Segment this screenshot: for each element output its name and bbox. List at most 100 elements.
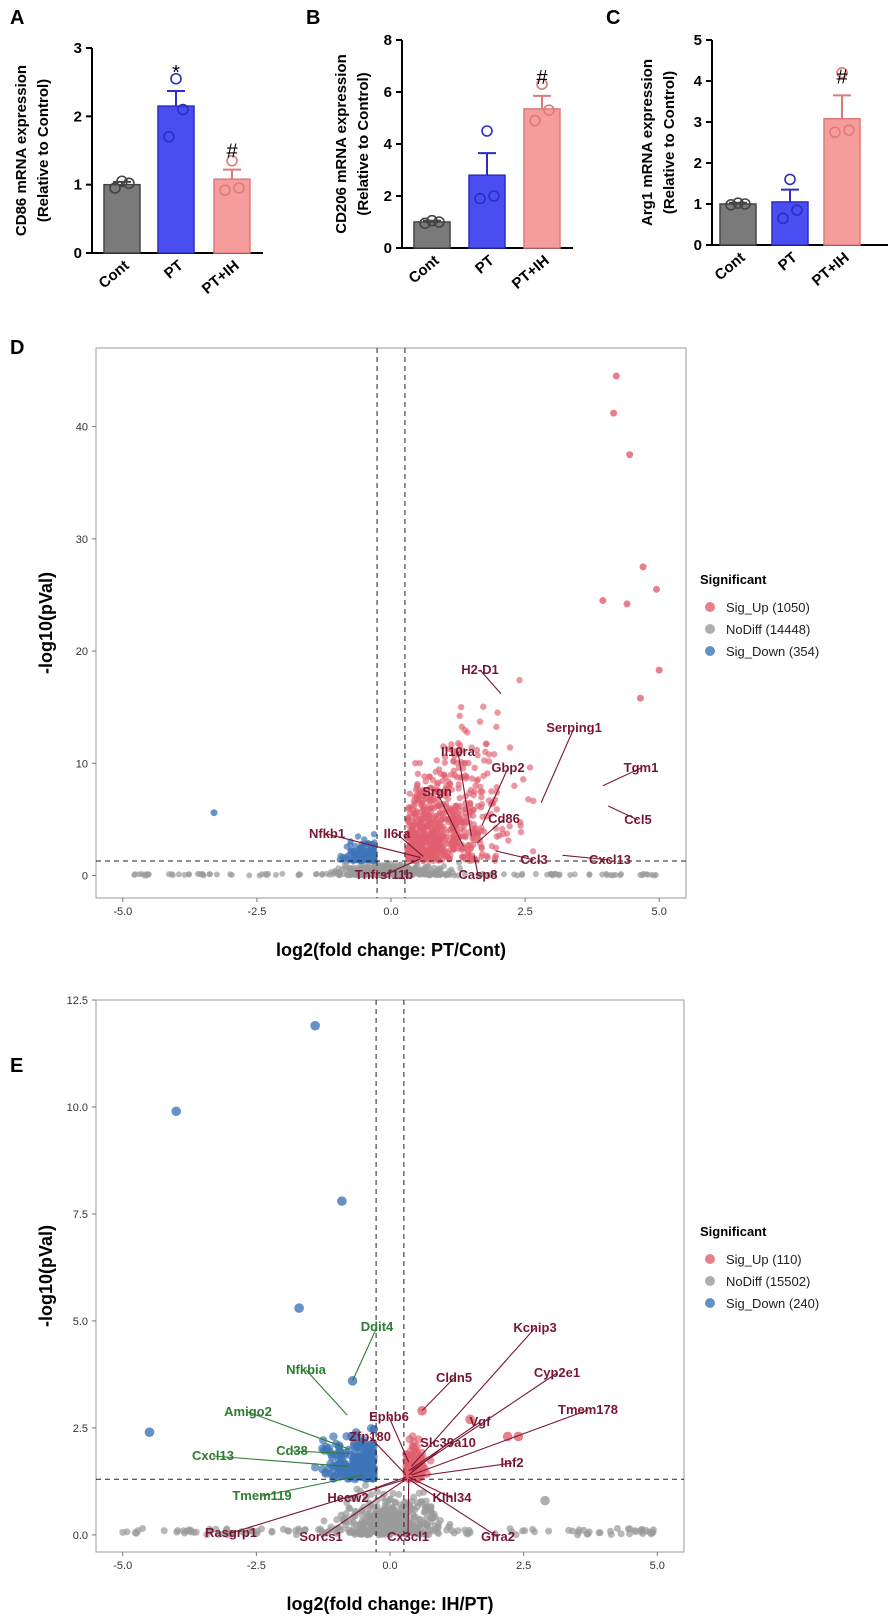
sig-up-point xyxy=(482,748,489,756)
sig-up-point xyxy=(420,830,427,837)
data-point xyxy=(536,78,548,90)
nodiff-point xyxy=(409,1511,417,1519)
nodiff-point xyxy=(265,870,272,877)
data-point xyxy=(791,204,803,216)
sig-up-point xyxy=(443,840,450,847)
nodiff-point xyxy=(361,1482,369,1490)
sig-up-point xyxy=(443,829,450,837)
nodiff-point xyxy=(391,871,398,878)
legend-swatch xyxy=(705,624,715,634)
sig-up-point xyxy=(410,797,418,805)
nodiff-point xyxy=(446,1520,454,1528)
leader-line xyxy=(320,1478,407,1538)
sig-up-point xyxy=(471,764,478,772)
sig-up-point xyxy=(506,744,514,751)
nodiff-point xyxy=(213,871,220,878)
nodiff-point xyxy=(606,1527,614,1535)
nodiff-point xyxy=(643,871,650,878)
sig-up-point xyxy=(416,759,423,767)
sig-up-point xyxy=(472,782,479,789)
sig-up-point xyxy=(455,740,462,747)
sig-up-point xyxy=(404,1462,413,1471)
bar-pt-ih xyxy=(523,108,561,249)
nodiff-point xyxy=(313,870,320,877)
data-point xyxy=(543,104,555,116)
gene-label: Ccl5 xyxy=(624,812,651,827)
highlight-point xyxy=(540,1495,550,1506)
sig-up-point xyxy=(490,751,498,758)
nodiff-point xyxy=(392,1529,400,1537)
nodiff-point xyxy=(378,1525,386,1533)
x-category-label: Cont xyxy=(95,257,132,292)
data-point xyxy=(529,114,541,127)
nodiff-point xyxy=(571,871,578,878)
y-tick-label: 12.5 xyxy=(67,995,88,1007)
plot-frame xyxy=(95,999,685,1553)
nodiff-point xyxy=(391,1508,399,1516)
bar-cont xyxy=(719,203,757,246)
leader-line xyxy=(411,1409,589,1476)
data-point xyxy=(116,175,128,188)
sig-down-point xyxy=(353,1443,362,1452)
nodiff-point xyxy=(174,1527,182,1535)
nodiff-point xyxy=(595,1529,603,1537)
nodiff-point xyxy=(350,864,357,871)
y-tick-label: 3 xyxy=(694,114,702,131)
sig-up-point xyxy=(448,834,455,841)
sig-down-point xyxy=(327,1450,336,1459)
highlight-point xyxy=(294,1303,304,1313)
nodiff-point xyxy=(119,1528,127,1536)
y-axis-subtitle: (Relative to Control) xyxy=(35,79,52,222)
sig-up-point xyxy=(468,744,475,751)
gene-label: Cxcl13 xyxy=(192,1448,234,1463)
nodiff-point xyxy=(319,870,326,877)
data-point xyxy=(163,131,175,143)
x-axis-title: log2(fold change: PT/Cont) xyxy=(276,940,506,960)
sig-up-point xyxy=(460,813,468,821)
y-tick-label: 2 xyxy=(694,155,702,172)
nodiff-point xyxy=(454,1527,462,1535)
sig-up-point xyxy=(517,828,525,836)
nodiff-point xyxy=(461,871,468,878)
sig-up-point xyxy=(407,832,414,839)
bar-pt xyxy=(771,201,809,246)
nodiff-point xyxy=(223,1525,231,1533)
nodiff-point xyxy=(370,870,377,877)
nodiff-point xyxy=(408,866,415,873)
sig-up-point xyxy=(406,790,413,797)
y-axis-title: -log10(pVal) xyxy=(36,1225,56,1327)
leader-line xyxy=(481,767,509,826)
sig-down-point xyxy=(358,850,365,858)
sig-up-point xyxy=(479,813,486,820)
sig-up-point xyxy=(511,782,518,790)
highlight-point xyxy=(612,372,620,380)
nodiff-point xyxy=(395,1491,403,1499)
sig-up-point xyxy=(487,810,495,818)
sig-up-point xyxy=(439,777,446,784)
bar-cont xyxy=(103,183,141,254)
gene-label: Ddit4 xyxy=(361,1319,394,1334)
y-tick-label: 0 xyxy=(384,240,392,257)
sig-up-point xyxy=(485,797,493,804)
sig-up-point xyxy=(444,789,451,796)
leader-line xyxy=(411,1372,558,1472)
leader-line xyxy=(291,1450,350,1455)
nodiff-point xyxy=(387,860,394,867)
sig-up-point xyxy=(430,833,437,840)
x-category-label: PT+IH xyxy=(809,249,853,290)
highlight-point xyxy=(639,563,647,571)
nodiff-point xyxy=(639,1530,647,1538)
nodiff-point xyxy=(342,1518,350,1526)
gene-label: Gfra2 xyxy=(481,1529,515,1544)
leader-line xyxy=(408,1442,449,1476)
sig-up-point xyxy=(506,822,513,830)
nodiff-point xyxy=(333,1516,341,1524)
y-tick-label: 0 xyxy=(74,245,82,262)
sig-up-point xyxy=(483,852,490,860)
sig-down-point xyxy=(328,1461,338,1471)
x-tick-label: -5.0 xyxy=(113,906,132,918)
gene-label: Srgn xyxy=(422,784,452,799)
nodiff-point xyxy=(228,871,235,878)
gene-label: Serping1 xyxy=(546,720,602,735)
